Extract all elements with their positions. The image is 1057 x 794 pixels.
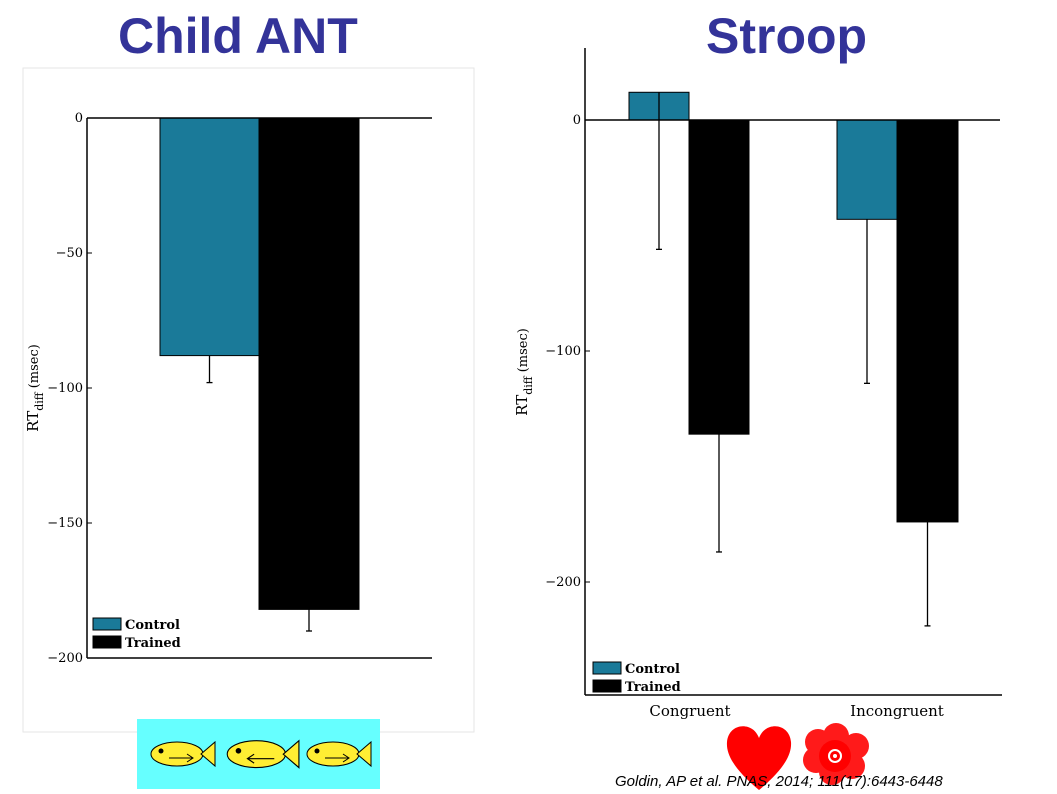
- ant-legend-label: Trained: [125, 636, 181, 651]
- stroop-category-label: Incongruent: [850, 702, 944, 720]
- ant-y-tick-label: 0: [75, 111, 83, 126]
- ant-bar-trained: [258, 117, 360, 610]
- ant-bar-control: [159, 117, 260, 357]
- heart-icon: [726, 726, 792, 790]
- stroop-y-tick-label: 0: [573, 113, 581, 128]
- ant-y-axis-label-main: RT: [24, 411, 42, 432]
- stroop-y-tick-label: −200: [545, 575, 581, 590]
- stroop-legend-label: Control: [625, 662, 680, 677]
- ant-y-axis-label-sub: diff: [33, 391, 46, 411]
- child-ant-title: Child ANT: [118, 8, 358, 64]
- stroop-legend-swatch-control: [592, 661, 622, 675]
- stroop-y-axis-label: RTdiff (msec): [513, 328, 535, 416]
- fish-icon: [150, 740, 216, 768]
- ant-y-tick-label: −150: [47, 516, 83, 531]
- ant-y-tick-label: −100: [47, 381, 83, 396]
- ant-y-tick-label: −50: [56, 246, 83, 261]
- stroop-category-label: Congruent: [649, 702, 730, 720]
- ant-legend-swatch-control: [92, 617, 122, 631]
- stroop-legend-label: Trained: [625, 680, 681, 695]
- ant-y-axis-label-unit: (msec): [27, 344, 42, 392]
- ant-legend-label: Control: [125, 618, 180, 633]
- citation-text: Goldin, AP et al. PNAS, 2014; 111(17):64…: [615, 773, 943, 790]
- ant-y-tick-label: −200: [47, 651, 83, 666]
- stroop-y-axis-label-main: RT: [513, 395, 531, 416]
- stroop-legend-swatch-trained: [592, 679, 622, 693]
- fish-icon: [306, 740, 372, 768]
- ant-chart: 0 −50 −100 −150 −200 RTdiff (msec) Control Trai…: [24, 111, 432, 666]
- fish-icon: [226, 739, 300, 769]
- flower-icon: [803, 723, 869, 785]
- stroop-bar-trained: [688, 119, 750, 435]
- stroop-y-tick-label: −100: [545, 344, 581, 359]
- stroop-y-axis-label-sub: diff: [522, 375, 535, 395]
- ant-y-axis-label: RTdiff (msec): [24, 344, 46, 432]
- stroop-bar-control: [836, 119, 898, 220]
- fish-stimulus-panel: [137, 719, 380, 789]
- stroop-chart: 0 −100 −200 Congruent Incongruent RTdiff (mse…: [513, 48, 1002, 720]
- stroop-bar-trained: [896, 119, 959, 523]
- stroop-y-axis-label-unit: (msec): [516, 328, 531, 376]
- stroop-title: Stroop: [706, 8, 868, 64]
- ant-legend-swatch-trained: [92, 635, 122, 649]
